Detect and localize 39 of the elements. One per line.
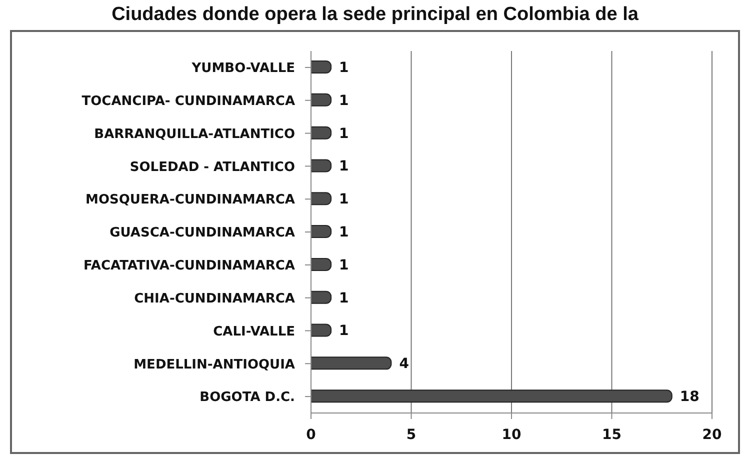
- y-tick-label: CHIA-CUNDINAMARCA: [134, 291, 295, 306]
- bar: [311, 390, 672, 403]
- x-tick-label: 20: [702, 426, 722, 443]
- x-tick-label: 0: [306, 426, 316, 443]
- data-label: 1: [339, 257, 349, 274]
- data-label: 18: [680, 389, 700, 406]
- data-label: 1: [339, 224, 349, 241]
- y-tick-label: MOSQUERA-CUNDINAMARCA: [86, 192, 295, 208]
- bar: [311, 159, 332, 172]
- x-tick-label: 5: [406, 426, 416, 443]
- data-label: 1: [339, 323, 349, 340]
- y-tick-label: MEDELLIN-ANTIOQUIA: [134, 357, 295, 372]
- data-label: 1: [339, 158, 349, 175]
- y-tick-label: FACATATIVA-CUNDINAMARCA: [84, 258, 295, 274]
- bar: [311, 258, 332, 271]
- y-tick-label: YUMBO-VALLE: [190, 61, 295, 76]
- data-label: 1: [339, 290, 349, 306]
- data-label: 1: [339, 60, 349, 76]
- data-label: 4: [399, 356, 410, 372]
- y-tick-label: SOLEDAD - ATLANTICO: [130, 160, 295, 175]
- x-tick-label: 10: [502, 426, 522, 443]
- y-tick-label: BARRANQUILLA-ATLANTICO: [94, 126, 295, 142]
- x-tick-label: 15: [602, 426, 622, 443]
- y-tick-label: TOCANCIPA- CUNDINAMARCA: [82, 94, 295, 109]
- bar: [311, 290, 332, 304]
- bar: [311, 356, 392, 370]
- bar: [311, 126, 332, 140]
- data-label: 1: [339, 92, 349, 109]
- bar: [311, 324, 332, 337]
- bar: [311, 60, 332, 74]
- bar: [311, 93, 332, 106]
- y-tick-label: CALI-VALLE: [213, 324, 295, 340]
- data-label: 1: [339, 126, 349, 142]
- chart-title: Ciudades donde opera la sede principal en Colombia de la: [110, 4, 640, 26]
- bar: [311, 192, 332, 206]
- bar: [311, 225, 332, 238]
- y-tick-label: BOGOTA D.C.: [200, 390, 295, 406]
- data-label: 1: [339, 192, 349, 208]
- y-tick-label: GUASCA-CUNDINAMARCA: [110, 226, 295, 241]
